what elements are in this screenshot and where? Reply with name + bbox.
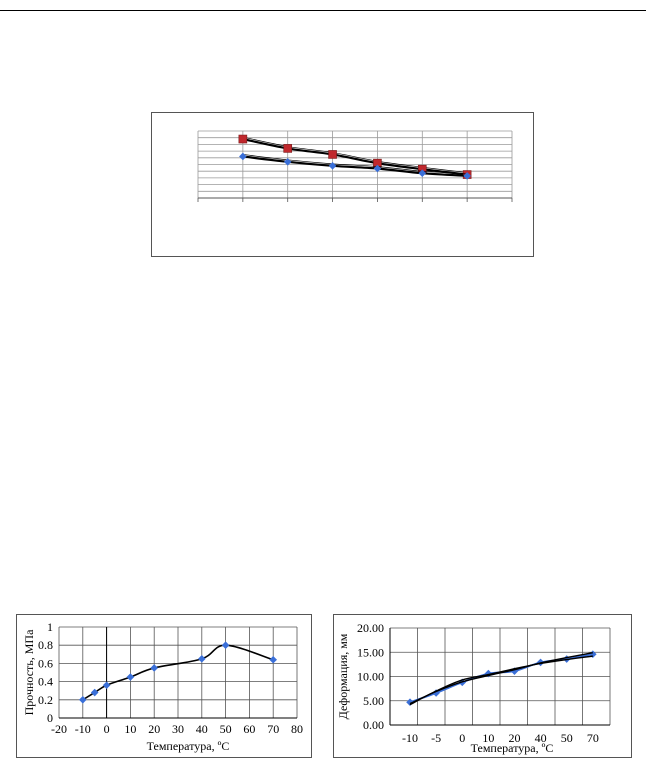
data-point [126,673,135,681]
data-point [269,655,277,664]
x-axis-label: Температура, ºС [471,741,554,755]
y-tick-label: 5.00 [363,694,384,708]
x-tick-label: -10 [75,722,91,736]
x-tick-label: 50 [561,731,573,745]
y-tick-label: 0.2 [38,693,53,707]
x-tick-label: -10 [402,731,418,745]
data-point [102,681,111,690]
data-point [221,641,230,649]
x-tick-label: 70 [267,722,279,736]
x-tick-label: 10 [124,722,136,736]
x-tick-label: 0 [459,731,465,745]
y-tick-label: 0.6 [38,656,53,670]
data-point [510,667,519,675]
data-point [90,688,99,697]
y-axis-label: Деформация, мм [336,633,350,719]
x-tick-label: 20 [508,731,520,745]
x-tick-label: 70 [587,731,599,745]
data-point [79,696,87,704]
x-tick-label: 40 [535,731,547,745]
series-line [409,655,593,706]
x-tick-label: 30 [172,722,184,736]
deformation-chart-svg: 0.00 5.00 10.00 15.00 20.00 -10 -5 0 10 20 40 50 70 Т… [336,621,611,755]
top-line-chart [151,112,534,257]
data-point [406,698,414,707]
x-axis-label: Температура, ºС [147,739,230,753]
y-tick-label: 15.00 [357,645,384,659]
y-tick-label: 10.00 [357,670,384,684]
trend-line [242,154,468,175]
data-point [198,655,206,663]
data-point [150,664,158,672]
data-point [328,150,337,159]
data-point [283,158,292,166]
x-tick-label: 20 [148,722,160,736]
data-point [238,134,248,144]
strength-chart-svg: 0 0.2 0.4 0.6 0.8 1 -20 -10 0 10 20 30 40 50 60 70 80 Тем… [22,620,303,753]
y-tick-label: 0.00 [363,718,384,732]
data-point [373,164,382,173]
x-tick-label: 0 [104,722,110,736]
strength-chart: 0 0.2 0.4 0.6 0.8 1 -20 -10 0 10 20 30 40 50 60 70 80 Тем… [16,614,312,758]
data-point [328,162,337,170]
series-line [409,652,593,705]
y-tick-label: 0 [47,711,53,725]
x-tick-label: 40 [196,722,208,736]
header-rule [0,10,646,11]
y-tick-label: 1 [47,620,53,634]
y-tick-label: 0.4 [38,675,53,689]
x-tick-label: 50 [220,722,232,736]
x-tick-label: 60 [243,722,255,736]
data-point [283,144,293,153]
x-tick-label: -20 [51,722,67,736]
y-tick-label: 20.00 [357,621,384,635]
top-chart-svg [197,130,513,202]
x-tick-label: -5 [431,731,441,745]
deformation-chart: 0.00 5.00 10.00 15.00 20.00 -10 -5 0 10 20 40 50 70 Т… [333,614,632,758]
x-tick-label: 10 [482,731,494,745]
x-tick-label: 80 [291,722,303,736]
y-axis-label: Прочность, МПа [22,629,36,715]
y-tick-label: 0.8 [38,638,53,652]
data-point [239,152,247,161]
series-line [242,155,468,177]
